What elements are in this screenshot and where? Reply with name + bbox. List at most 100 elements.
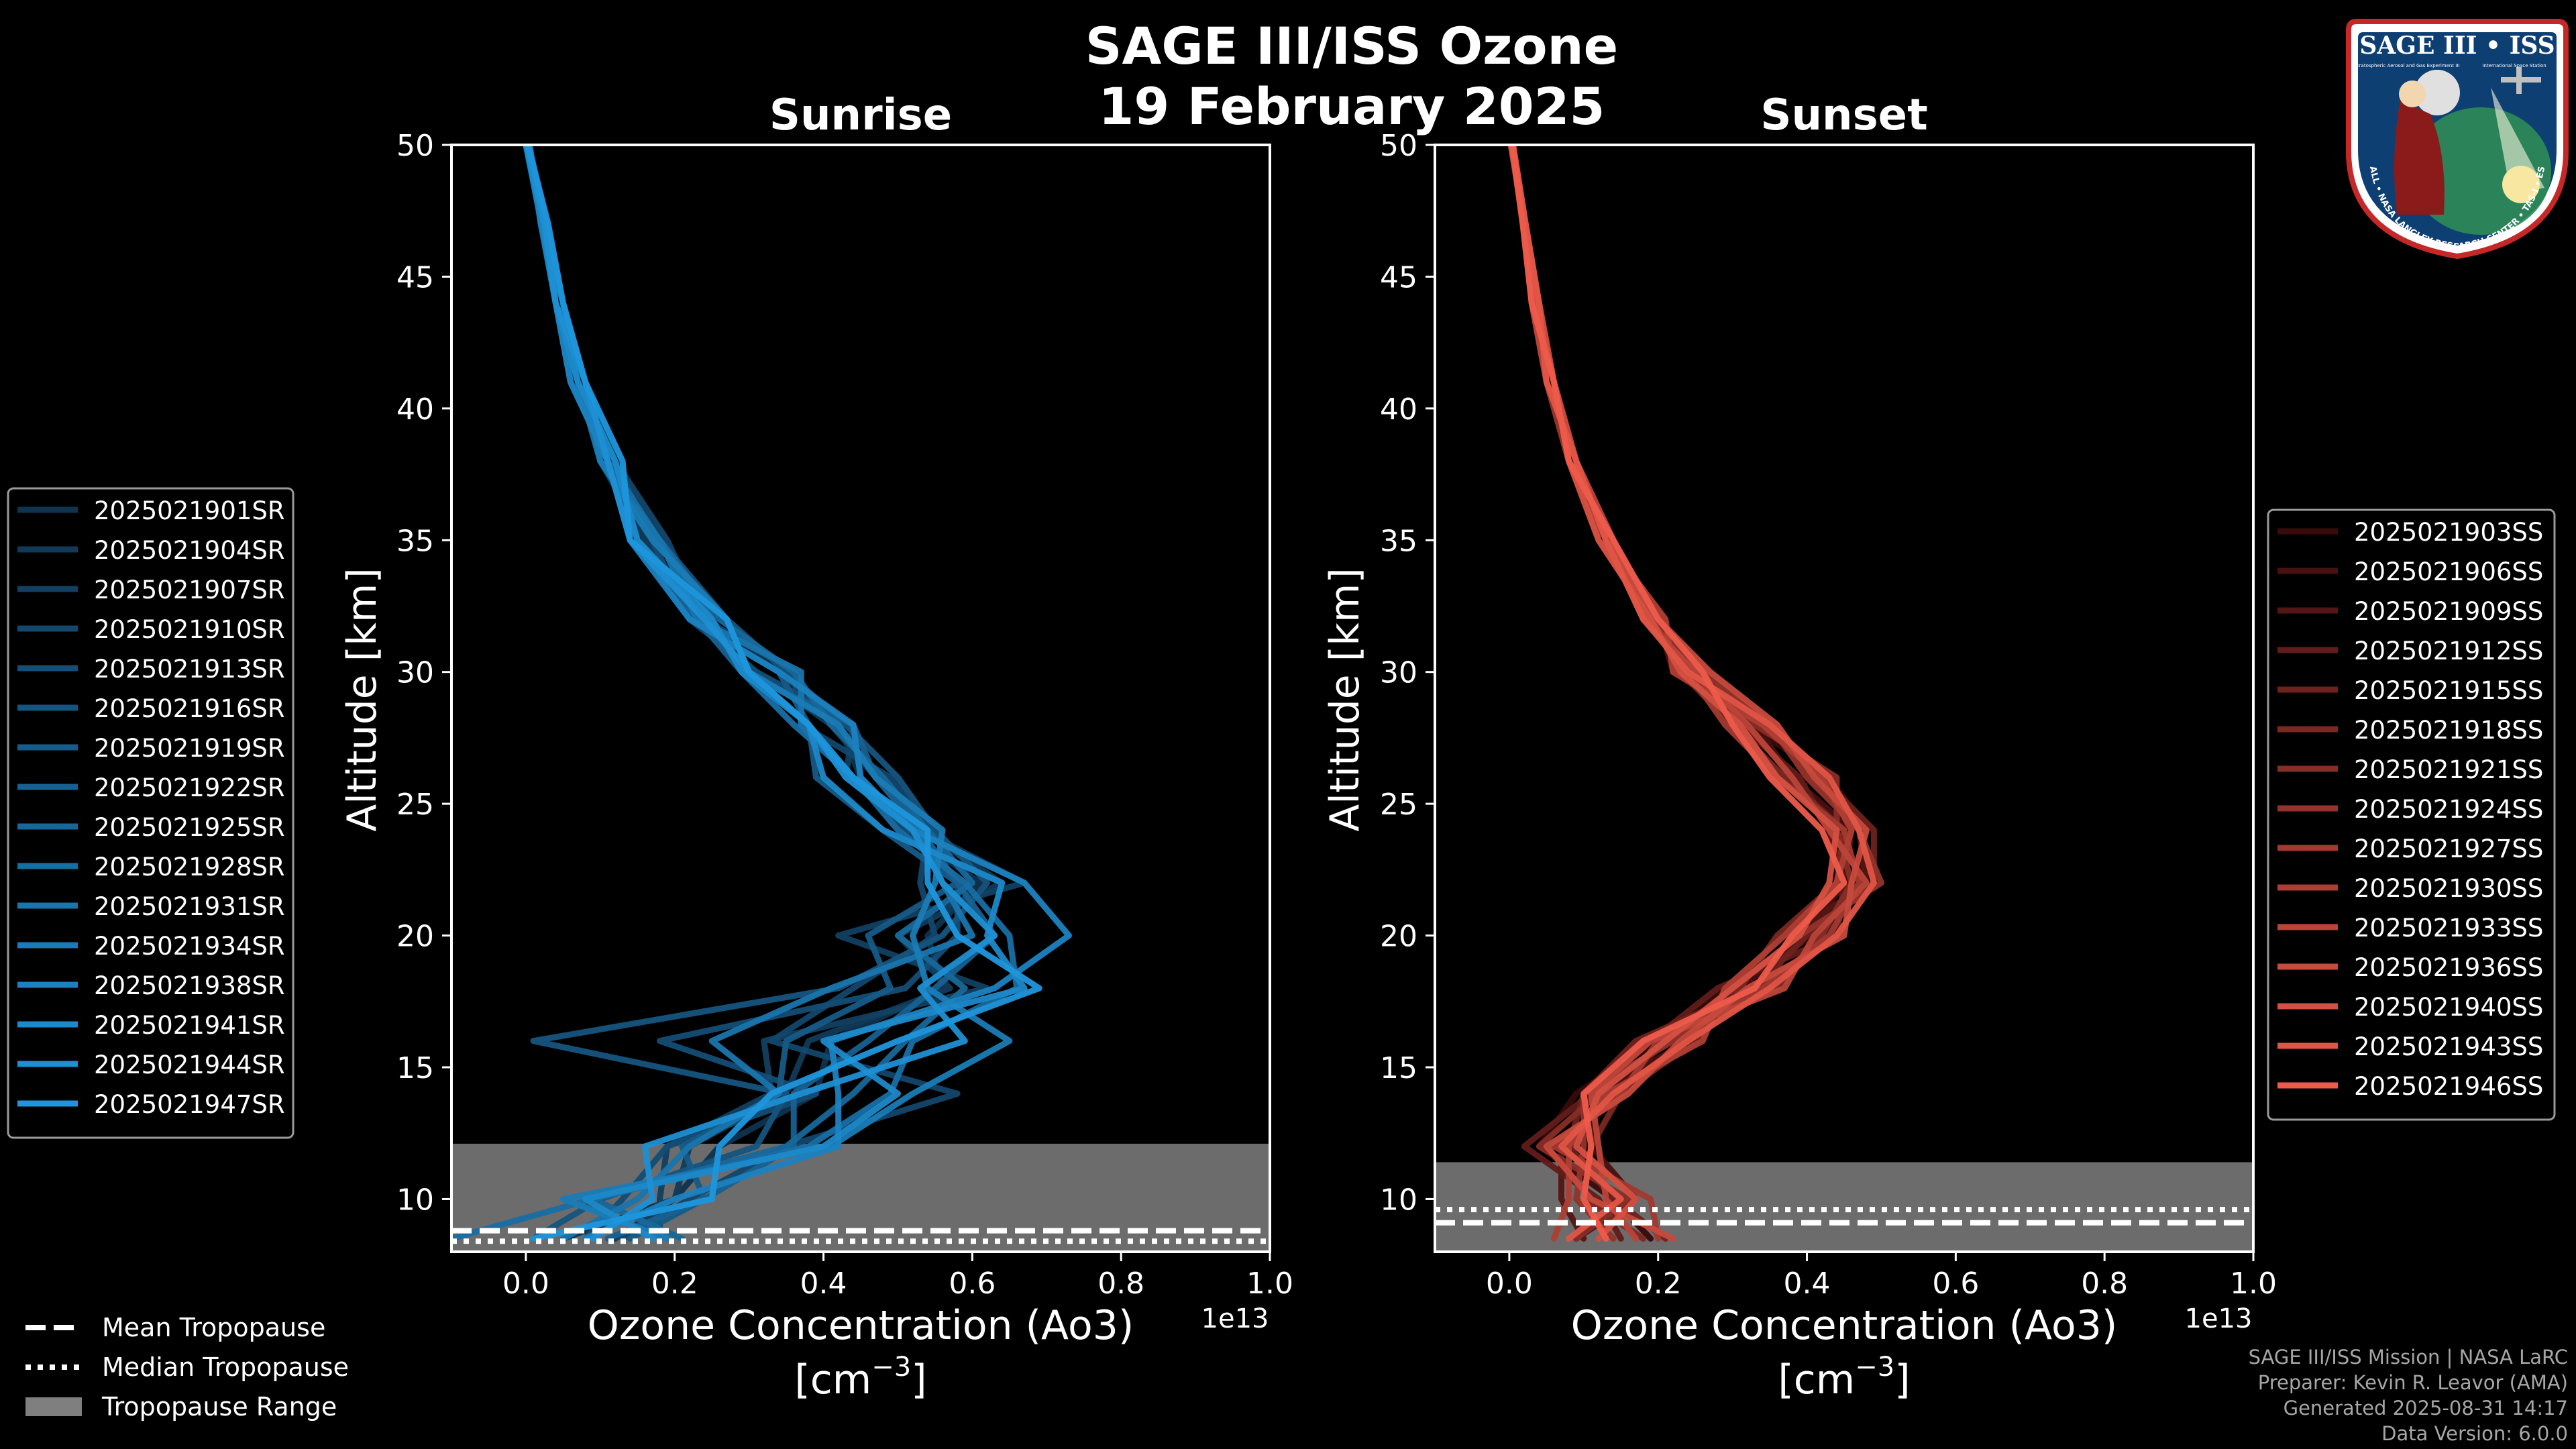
sunset-legend-label: 2025021927SS <box>2354 835 2543 863</box>
sunrise-legend-label: 2025021928SR <box>94 853 285 881</box>
sunset-y-tick-label: 50 <box>1380 129 1417 163</box>
sunset-series-line <box>1508 145 1840 1242</box>
sunrise-y-tick-label: 50 <box>396 129 434 163</box>
sunset-series-line <box>1507 145 1877 1242</box>
tropopause-legend-label: Tropopause Range <box>101 1392 337 1421</box>
sunset-offset-label: 1e13 <box>2185 1303 2253 1334</box>
sunset-series-line <box>1508 145 1847 1242</box>
sunrise-y-tick-label: 30 <box>396 656 434 690</box>
sunset-y-tick-label: 30 <box>1380 656 1417 690</box>
sunrise-legend-label: 2025021904SR <box>94 536 285 565</box>
tropopause-legend-label: Median Tropopause <box>102 1352 349 1382</box>
sunrise-x-axis-unit: [cm−3] <box>794 1352 926 1403</box>
sunrise-y-tick-label: 25 <box>396 788 434 822</box>
sunrise-series-line <box>523 145 1072 1242</box>
sunset-x-tick-label: 1.0 <box>2230 1267 2277 1301</box>
sunrise-y-tick-label: 10 <box>396 1183 434 1217</box>
sunset-legend-label: 2025021903SS <box>2354 518 2543 547</box>
tropopause-range-legend-swatch <box>25 1397 82 1416</box>
sunrise-series-line <box>525 145 1042 1242</box>
sunrise-x-tick-label: 0.8 <box>1097 1267 1144 1301</box>
sunset-series-line <box>1509 145 1870 1242</box>
sunset-x-tick-label: 0.0 <box>1486 1267 1533 1301</box>
sunset-x-tick-label: 0.2 <box>1635 1267 1682 1301</box>
sunrise-x-tick-label: 0.6 <box>949 1267 996 1301</box>
sunset-plot-area <box>1434 144 2255 1253</box>
sunrise-legend-label: 2025021944SR <box>94 1051 285 1079</box>
sunrise-y-tick-label: 15 <box>396 1051 434 1085</box>
sunset-legend-label: 2025021909SS <box>2354 597 2543 626</box>
sunset-legend: 2025021903SS 2025021906SS 2025021909SS 2025… <box>2267 508 2556 1121</box>
tropopause-legend-label: Mean Tropopause <box>102 1313 325 1342</box>
sunset-series-line <box>1509 145 1855 1242</box>
sunset-x-tick-label: 0.4 <box>1784 1267 1831 1301</box>
sunset-series-line <box>1509 145 1847 1242</box>
sunset-x-axis-unit: [cm−3] <box>1778 1352 1910 1403</box>
tropopause-legend: Mean Tropopause Median Tropopause Tropopau… <box>25 1313 349 1421</box>
sunrise-legend-label: 2025021925SR <box>94 813 285 842</box>
sunset-legend-label: 2025021930SS <box>2354 874 2543 903</box>
sunset-legend-label: 2025021924SS <box>2354 795 2543 824</box>
sunrise-legend-label: 2025021938SR <box>94 971 285 1000</box>
sunset-y-axis-label: Altitude [km] <box>1322 568 1368 832</box>
sunrise-legend-label: 2025021916SR <box>94 694 285 723</box>
credit-line: Data Version: 6.0.0 <box>2381 1422 2568 1445</box>
sunrise-x-axis-label: Ozone Concentration (Ao3) <box>588 1302 1134 1349</box>
sunset-legend-label: 2025021915SS <box>2354 676 2543 705</box>
sunrise-y-ticks: 10 15 20 25 30 35 40 45 50 <box>396 129 451 1217</box>
credit-line: Generated 2025-08-31 14:17 <box>2283 1397 2568 1419</box>
sunrise-panel-title: Sunrise <box>769 91 952 140</box>
sunrise-legend-label: 2025021910SR <box>94 615 285 644</box>
sunset-legend-label: 2025021946SS <box>2354 1072 2543 1101</box>
sunrise-legend-label: 2025021919SR <box>94 734 285 763</box>
sunset-legend-label: 2025021940SS <box>2354 993 2543 1022</box>
sunrise-legend-label: 2025021941SR <box>94 1011 285 1040</box>
sunrise-x-tick-label: 0.0 <box>502 1267 549 1301</box>
sunset-legend-label: 2025021936SS <box>2354 953 2543 982</box>
figure-title-line2: 19 February 2025 <box>1099 76 1605 136</box>
sunrise-legend-label: 2025021922SR <box>94 773 285 802</box>
sunset-y-tick-label: 45 <box>1380 260 1417 294</box>
mission-badge: SAGE III • ISS Stratospheric Aerosol and… <box>2343 13 2569 260</box>
sunset-y-tick-label: 20 <box>1380 920 1417 954</box>
sunrise-x-ticks: 0.0 0.2 0.4 0.6 0.8 1.0 <box>502 1252 1293 1301</box>
sunset-series-line <box>1510 145 1862 1242</box>
sunset-y-tick-label: 40 <box>1380 392 1417 427</box>
sunrise-legend-label: 2025021947SR <box>94 1090 285 1119</box>
sunrise-plot-area <box>450 144 1271 1253</box>
sunset-panel-title: Sunset <box>1760 91 1927 140</box>
sunrise-y-tick-label: 45 <box>396 260 434 294</box>
sunset-legend-label: 2025021933SS <box>2354 914 2543 943</box>
sunset-series-line <box>1508 145 1870 1242</box>
credits: SAGE III/ISS Mission | NASA LaRC Prepare… <box>2249 1344 2568 1446</box>
credit-line: SAGE III/ISS Mission | NASA LaRC <box>2248 1346 2568 1368</box>
sunset-legend-label: 2025021906SS <box>2354 557 2543 586</box>
sunrise-y-axis-label: Altitude [km] <box>339 568 386 832</box>
sunset-legend-label: 2025021943SS <box>2354 1032 2543 1061</box>
sunset-axes-frame <box>1434 144 2255 1253</box>
sunset-series-line <box>1510 145 1847 1242</box>
sunset-y-tick-label: 10 <box>1380 1183 1417 1217</box>
sunrise-legend-label: 2025021931SR <box>94 892 285 921</box>
sunset-panel: Sunset 0.0 0.2 0.4 0.6 0.8 1.0 10 15 20 25 30 35 40… <box>1322 91 2277 1403</box>
sunrise-series-line <box>524 145 961 1242</box>
sunset-legend-label: 2025021921SS <box>2354 755 2543 784</box>
sunrise-legend-label: 2025021934SR <box>94 932 285 961</box>
badge-subtitle-left: Stratospheric Aerosol and Gas Experiment… <box>2354 63 2459 68</box>
sunset-x-axis-label: Ozone Concentration (Ao3) <box>1571 1302 2118 1349</box>
sunset-series-line <box>1510 145 1870 1242</box>
sunrise-y-tick-label: 40 <box>396 392 434 427</box>
sunrise-series-line <box>525 145 975 1242</box>
sunset-series-line <box>1509 145 1855 1242</box>
sunrise-series-line <box>523 145 1028 1242</box>
sunrise-offset-label: 1e13 <box>1201 1303 1269 1334</box>
sunrise-legend-label: 2025021913SR <box>94 655 285 684</box>
sunrise-x-tick-label: 0.2 <box>651 1267 698 1301</box>
credit-line: Preparer: Kevin R. Leavor (AMA) <box>2257 1371 2568 1394</box>
sunset-y-tick-label: 25 <box>1380 788 1417 822</box>
badge-title: SAGE III • ISS <box>2359 32 2555 60</box>
sunrise-series-line <box>451 145 1020 1242</box>
sunset-series-line <box>1510 145 1877 1242</box>
sunset-x-tick-label: 0.8 <box>2081 1267 2128 1301</box>
